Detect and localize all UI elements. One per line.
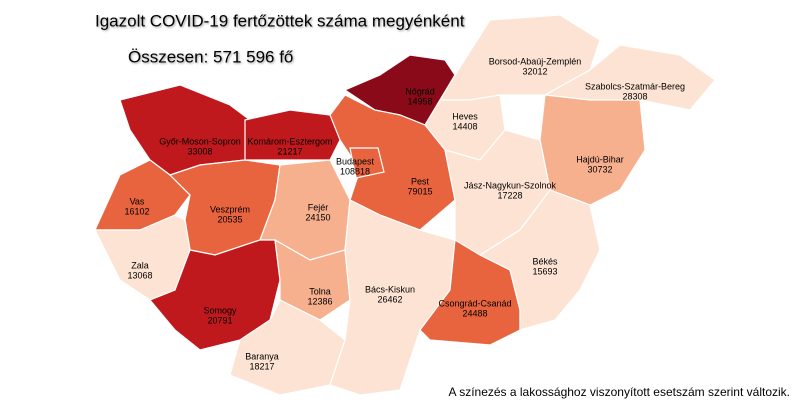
map-title: Igazolt COVID-19 fertőzöttek száma megyé… xyxy=(95,11,465,30)
region-value: 14958 xyxy=(407,96,432,106)
region-name: Bács-Kiskun xyxy=(365,284,415,294)
region-value: 28308 xyxy=(622,91,647,101)
region-name: Borsod-Abaúj-Zemplén xyxy=(489,56,582,66)
region-value: 12386 xyxy=(307,296,332,306)
region xyxy=(244,109,346,161)
region-name: Nógrád xyxy=(405,86,435,96)
region-name: Csongrád-Csanád xyxy=(438,298,511,308)
region-name: Pest xyxy=(411,176,430,186)
region xyxy=(478,189,601,331)
region-name: Szabolcs-Szatmár-Bereg xyxy=(585,81,685,91)
region xyxy=(274,238,351,321)
region-name: Komárom-Esztergom xyxy=(247,136,332,146)
region-name: Tolna xyxy=(309,286,331,296)
region-value: 15693 xyxy=(532,266,557,276)
region-value: 14408 xyxy=(452,121,477,131)
region-name: Jász-Nagykun-Szolnok xyxy=(464,180,557,190)
region-name: Veszprém xyxy=(210,204,250,214)
region-value: 33008 xyxy=(187,146,212,156)
region-value: 24150 xyxy=(305,212,330,222)
region-name: Hajdú-Bihar xyxy=(576,154,624,164)
region-name: Heves xyxy=(452,111,478,121)
footnote: A színezés a lakossághoz viszonyított es… xyxy=(449,385,790,399)
regions xyxy=(94,14,716,396)
region-value: 30732 xyxy=(587,164,612,174)
region-name: Zala xyxy=(131,260,149,270)
region-name: Budapest xyxy=(336,156,375,166)
region-value: 32012 xyxy=(522,66,547,76)
region-name: Vas xyxy=(130,196,145,206)
region-value: 16102 xyxy=(124,206,149,216)
region-name: Győr-Moson-Sopron xyxy=(159,136,241,146)
region-value: 18217 xyxy=(249,361,274,371)
region-value: 24488 xyxy=(462,308,487,318)
labels: Győr-Moson-Sopron33008Komárom-Esztergom2… xyxy=(124,56,685,371)
region-name: Baranya xyxy=(245,351,279,361)
region-name: Békés xyxy=(532,256,558,266)
region-value: 21217 xyxy=(277,146,302,156)
region-value: 20791 xyxy=(207,315,232,325)
region xyxy=(349,147,385,179)
region-name: Fejér xyxy=(308,202,329,212)
total: Összesen: 571 596 fő xyxy=(128,47,293,66)
region-value: 13068 xyxy=(127,270,152,280)
region-value: 79015 xyxy=(407,186,432,196)
region-value: 20535 xyxy=(217,214,242,224)
region-value: 108818 xyxy=(340,166,370,176)
region-name: Somogy xyxy=(203,305,237,315)
region-value: 17228 xyxy=(497,190,522,200)
region-value: 26462 xyxy=(377,294,402,304)
